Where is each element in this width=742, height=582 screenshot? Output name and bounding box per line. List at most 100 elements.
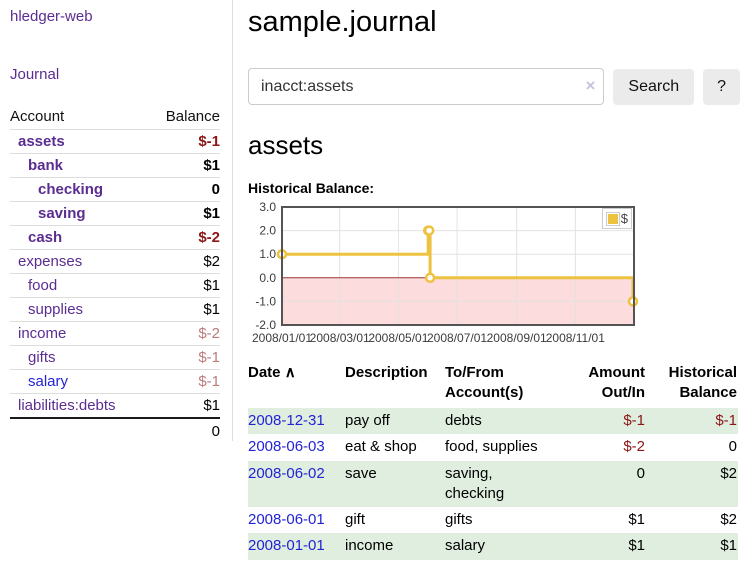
account-row: checking 0 bbox=[10, 177, 220, 202]
historical-balance-chart: 3.0 2.0 1.0 0.0 -1.0 -2.0 2008/01/01 2008/03/01… bbox=[248, 201, 640, 349]
account-balance: $-2 bbox=[148, 225, 220, 250]
transaction-balance: $2 bbox=[720, 511, 737, 528]
sidebar-account-link[interactable]: food bbox=[28, 277, 58, 294]
chart-canvas: 3.0 2.0 1.0 0.0 -1.0 -2.02008/01/012008/03/01… bbox=[252, 201, 639, 345]
register-table: Date ∧ Description To/From Account(s) Am… bbox=[248, 361, 738, 560]
account-balance: $-2 bbox=[148, 321, 220, 346]
accounts-total-row: 0 bbox=[10, 417, 220, 444]
svg-text:2008/01/01: 2008/01/01 bbox=[252, 331, 312, 345]
register-row: 2008-06-01 gift gifts $1 $2 bbox=[248, 507, 738, 533]
sidebar-account-link[interactable]: cash bbox=[28, 229, 63, 246]
transaction-date-link[interactable]: 2008-06-02 bbox=[248, 464, 325, 482]
sidebar-account-link[interactable]: salary bbox=[28, 373, 69, 390]
account-balance: 0 bbox=[148, 177, 220, 202]
sidebar-account-link[interactable]: expenses bbox=[18, 253, 83, 270]
register-header-row: Date ∧ Description To/From Account(s) Am… bbox=[248, 361, 738, 408]
sidebar-account-link[interactable]: gifts bbox=[28, 349, 56, 366]
account-balance: $1 bbox=[148, 297, 220, 322]
register-header-date[interactable]: Date ∧ bbox=[248, 364, 296, 381]
register-table-body: 2008-12-31 pay off debts $-1 $-1 2008-06-03 ea… bbox=[248, 408, 738, 560]
svg-text:-2.0: -2.0 bbox=[255, 318, 276, 332]
main-content: sample.journal × Search ? assets Histori… bbox=[248, 0, 740, 560]
account-row: liabilities:debts $1 bbox=[10, 393, 220, 418]
transaction-balance: $1 bbox=[720, 537, 737, 555]
register-header-balance: Historical Balance bbox=[668, 364, 737, 401]
svg-text:2008/09/01: 2008/09/01 bbox=[487, 331, 547, 345]
transaction-accounts: salary bbox=[445, 537, 486, 555]
sidebar-account-link[interactable]: liabilities:debts bbox=[18, 397, 116, 414]
register-row: 2008-12-31 pay off debts $-1 $-1 bbox=[248, 408, 738, 435]
svg-text:3.0: 3.0 bbox=[259, 201, 276, 214]
register-row: 2008-06-03 eat & shop food, supplies $-2 0 bbox=[248, 434, 738, 460]
account-row: expenses $2 bbox=[10, 249, 220, 274]
transaction-amount: 0 bbox=[636, 464, 645, 482]
sidebar-item-journal[interactable]: Journal bbox=[10, 66, 60, 83]
sort-asc-icon: ∧ bbox=[284, 364, 296, 381]
account-balance: $-1 bbox=[148, 129, 220, 154]
account-balance: $2 bbox=[148, 249, 220, 274]
transaction-date-link[interactable]: 2008-06-01 bbox=[248, 511, 325, 528]
transaction-accounts: gifts bbox=[445, 511, 473, 528]
register-header-accounts: To/From Account(s) bbox=[445, 364, 524, 401]
svg-text:2008/05/01: 2008/05/01 bbox=[368, 331, 428, 345]
legend-label: $ bbox=[620, 211, 628, 226]
transaction-amount: $-2 bbox=[623, 438, 645, 456]
chart-legend: $ bbox=[601, 208, 632, 229]
search-button[interactable]: Search bbox=[613, 68, 695, 105]
account-row: cash $-2 bbox=[10, 225, 220, 250]
svg-text:2008/11/01: 2008/11/01 bbox=[546, 331, 605, 345]
transaction-balance: $2 bbox=[720, 464, 737, 482]
account-row: assets $-1 bbox=[10, 129, 220, 154]
sidebar-account-link[interactable]: bank bbox=[28, 157, 64, 174]
accounts-table-header: Account Balance bbox=[10, 105, 220, 130]
sidebar: hledger-web Journal Account Balance asse… bbox=[0, 0, 233, 444]
svg-text:2008/07/01: 2008/07/01 bbox=[427, 331, 487, 345]
register-row: 2008-06-02 save saving, checking 0 $2 bbox=[248, 460, 738, 507]
transaction-amount: $-1 bbox=[623, 412, 645, 429]
account-row: saving $1 bbox=[10, 201, 220, 226]
account-heading: assets bbox=[248, 130, 324, 160]
account-balance: $-1 bbox=[148, 345, 220, 370]
account-row: salary $-1 bbox=[10, 369, 220, 394]
sidebar-account-link[interactable]: assets bbox=[18, 133, 65, 150]
register-header-description: Description bbox=[345, 364, 428, 381]
accounts-total-value: 0 bbox=[148, 417, 220, 444]
transaction-description: pay off bbox=[345, 412, 390, 429]
accounts-header-balance: Balance bbox=[165, 108, 220, 125]
transaction-amount: $1 bbox=[628, 511, 645, 528]
search-form: × Search ? bbox=[248, 68, 740, 105]
app-brand-link[interactable]: hledger-web bbox=[10, 8, 93, 25]
sidebar-account-link[interactable]: saving bbox=[38, 205, 86, 222]
transaction-date-link[interactable]: 2008-06-03 bbox=[248, 438, 325, 456]
transaction-accounts: saving, checking bbox=[445, 464, 505, 502]
search-input[interactable] bbox=[248, 68, 605, 105]
accounts-table: Account Balance assets $-1 bank $1 checking 0… bbox=[10, 105, 220, 444]
transaction-description: income bbox=[345, 537, 394, 555]
register-header-amount: Amount Out/In bbox=[588, 364, 645, 401]
transaction-date-link[interactable]: 2008-01-01 bbox=[248, 537, 325, 555]
account-balance: $1 bbox=[148, 201, 220, 226]
account-row: supplies $1 bbox=[10, 297, 220, 322]
clear-search-icon[interactable]: × bbox=[585, 76, 596, 95]
transaction-accounts: debts bbox=[445, 412, 482, 429]
svg-text:2.0: 2.0 bbox=[259, 224, 276, 238]
register-row: 2008-01-01 income salary $1 $1 bbox=[248, 533, 738, 560]
sidebar-account-link[interactable]: checking bbox=[38, 181, 104, 198]
transaction-description: eat & shop bbox=[345, 438, 417, 456]
svg-text:2008/03/01: 2008/03/01 bbox=[310, 331, 370, 345]
account-balance: $-1 bbox=[148, 369, 220, 394]
svg-text:1.0: 1.0 bbox=[259, 247, 276, 261]
sidebar-account-link[interactable]: income bbox=[18, 325, 67, 342]
transaction-accounts: food, supplies bbox=[445, 438, 538, 456]
account-row: bank $1 bbox=[10, 153, 220, 178]
account-balance: $1 bbox=[148, 393, 220, 418]
search-input-wrap: × bbox=[248, 68, 605, 105]
help-button[interactable]: ? bbox=[703, 68, 740, 105]
sidebar-account-link[interactable]: supplies bbox=[28, 301, 84, 318]
account-balance: $1 bbox=[148, 273, 220, 298]
accounts-table-body: assets $-1 bank $1 checking 0 saving $1 cash $-2 e… bbox=[10, 129, 220, 418]
account-balance: $1 bbox=[148, 153, 220, 178]
account-row: food $1 bbox=[10, 273, 220, 298]
transaction-date-link[interactable]: 2008-12-31 bbox=[248, 412, 325, 429]
page-title: sample.journal bbox=[248, 6, 437, 38]
